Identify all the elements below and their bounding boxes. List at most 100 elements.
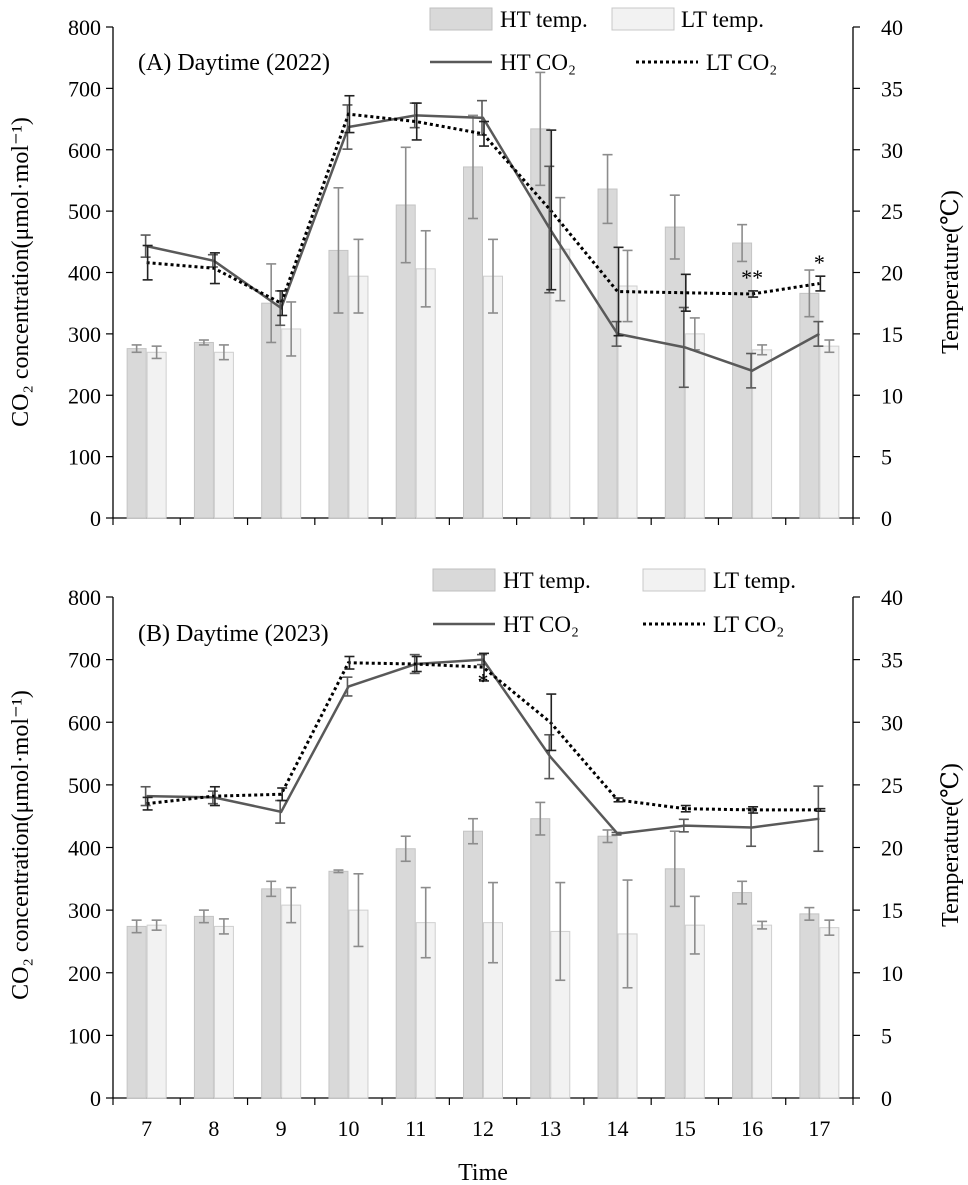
y-right-tick-label: 20 xyxy=(881,261,903,286)
bar-ht-temp xyxy=(261,888,282,1099)
x-tick-label: 12 xyxy=(472,1116,494,1141)
y-right-tick-label: 30 xyxy=(881,138,903,163)
y-right-tick-label: 25 xyxy=(881,199,903,224)
x-tick-label: 8 xyxy=(208,1116,219,1141)
panel-b-title: (B) Daytime (2023) xyxy=(138,621,329,647)
annotations-b: * xyxy=(478,669,489,694)
bar-ht-temp xyxy=(732,892,753,1099)
x-axis-title: Time xyxy=(458,1160,508,1185)
line-lt-co2 xyxy=(146,112,820,306)
y-right-tick-label: 10 xyxy=(881,961,903,986)
bar-lt-temp xyxy=(146,924,167,1099)
y-left-tick-label: 700 xyxy=(68,648,101,673)
bar-lt-temp xyxy=(213,925,234,1099)
bar-ht-temp xyxy=(463,166,483,519)
bar-ht-temp xyxy=(799,292,820,519)
y-left-tick-label: 600 xyxy=(68,138,101,163)
lines-a xyxy=(140,94,826,389)
x-tick-label: 9 xyxy=(276,1116,287,1141)
legend-a-lt-temp-swatch xyxy=(611,7,675,31)
y-right-tick-label: 10 xyxy=(881,383,903,408)
x-tick-label: 17 xyxy=(808,1116,830,1141)
legend-a: HT temp. LT temp. HT CO₂ LT CO₂ xyxy=(429,7,777,75)
bar-ht-temp xyxy=(664,226,685,519)
x-tick-label: 11 xyxy=(405,1116,426,1141)
x-tick-label: 14 xyxy=(607,1116,629,1141)
y-right-tick-label: 5 xyxy=(881,1023,892,1048)
bar-lt-temp xyxy=(684,333,705,519)
y-left-tick-label: 200 xyxy=(68,961,101,986)
x-tick-label: 7 xyxy=(141,1116,152,1141)
legend-b-lt-co2-label: LT CO₂ xyxy=(713,612,784,637)
panel-a-ylabel-left: CO₂ concentration(μmol·mol⁻¹) xyxy=(8,117,34,427)
bars-b xyxy=(126,801,840,1099)
legend-b-ht-co2-label: HT CO₂ xyxy=(503,612,579,637)
bar-ht-temp xyxy=(799,913,820,1099)
legend-a-lt-temp-label: LT temp. xyxy=(681,7,764,32)
significance-marker: * xyxy=(478,669,489,694)
bar-ht-temp xyxy=(463,830,483,1099)
y-left-tick-label: 800 xyxy=(68,15,101,40)
bar-ht-temp xyxy=(395,848,416,1099)
y-right-tick-label: 20 xyxy=(881,836,903,861)
y-right-tick-label: 0 xyxy=(881,1086,892,1111)
x-tick-label: 16 xyxy=(741,1116,763,1141)
legend-b-lt-temp-swatch xyxy=(642,568,706,592)
legend-a-ht-temp-label: HT temp. xyxy=(500,7,588,32)
bar-ht-temp xyxy=(597,188,618,519)
panel-a-ylabel-right: Temperature(℃) xyxy=(938,190,964,354)
axes-b: 0 100 200 300 400 500 600 700 800 0 5 10 15 20 25 30 35 4… xyxy=(68,585,903,1141)
y-left-tick-label: 600 xyxy=(68,710,101,735)
y-right-tick-label: 30 xyxy=(881,710,903,735)
y-left-tick-label: 0 xyxy=(90,1086,101,1111)
y-left-tick-label: 700 xyxy=(68,76,101,101)
legend-b-ht-temp-label: HT temp. xyxy=(503,568,591,593)
bars-a xyxy=(126,71,840,519)
line-lt-co2 xyxy=(146,661,820,812)
chart-panel-a: (A) Daytime (2022) HT temp. LT temp. HT … xyxy=(8,7,964,531)
line-ht-co2 xyxy=(146,114,820,373)
bar-ht-temp xyxy=(193,915,214,1099)
x-tick-label: 15 xyxy=(674,1116,696,1141)
y-right-tick-label: 35 xyxy=(881,648,903,673)
axes-a: 0 100 200 300 400 500 600 700 800 0 5 10 15 20 25 30 35 4… xyxy=(68,15,903,531)
bar-ht-temp xyxy=(126,348,147,519)
y-right-tick-label: 40 xyxy=(881,15,903,40)
bar-lt-temp xyxy=(146,351,167,519)
bar-lt-temp xyxy=(752,349,773,519)
y-right-tick-label: 25 xyxy=(881,773,903,798)
legend-a-ht-temp-swatch xyxy=(429,7,493,31)
y-left-tick-label: 800 xyxy=(68,585,101,610)
bar-ht-temp xyxy=(126,925,147,1099)
legend-b-ht-temp-swatch xyxy=(432,568,496,592)
y-right-tick-label: 15 xyxy=(881,898,903,923)
y-left-tick-label: 400 xyxy=(68,261,101,286)
bar-lt-temp xyxy=(819,927,840,1099)
y-right-tick-label: 35 xyxy=(881,76,903,101)
y-right-tick-label: 5 xyxy=(881,445,892,470)
bar-ht-temp xyxy=(530,818,551,1099)
y-left-tick-label: 100 xyxy=(68,1023,101,1048)
panel-b-ylabel-left: CO₂ concentration(μmol·mol⁻¹) xyxy=(8,690,34,1000)
legend-b: HT temp. LT temp. HT CO₂ LT CO₂ xyxy=(432,568,796,637)
significance-marker: ** xyxy=(741,265,763,290)
bar-lt-temp xyxy=(281,904,302,1099)
y-left-tick-label: 200 xyxy=(68,383,101,408)
line-ht-co2 xyxy=(146,658,820,836)
legend-a-ht-co2-label: HT CO₂ xyxy=(500,50,576,75)
bar-lt-temp xyxy=(819,345,840,519)
panel-b-ylabel-right: Temperature(℃) xyxy=(938,763,964,927)
bar-ht-temp xyxy=(328,870,349,1099)
panel-a-title: (A) Daytime (2022) xyxy=(138,50,330,76)
x-tick-label: 13 xyxy=(539,1116,561,1141)
y-left-tick-label: 500 xyxy=(68,199,101,224)
y-left-tick-label: 400 xyxy=(68,836,101,861)
bar-ht-temp xyxy=(597,835,618,1099)
bar-ht-temp xyxy=(530,128,551,519)
bar-lt-temp xyxy=(752,924,773,1099)
y-right-tick-label: 15 xyxy=(881,322,903,347)
y-left-tick-label: 0 xyxy=(90,506,101,531)
bar-lt-temp xyxy=(213,351,234,519)
bar-lt-temp xyxy=(281,328,302,519)
